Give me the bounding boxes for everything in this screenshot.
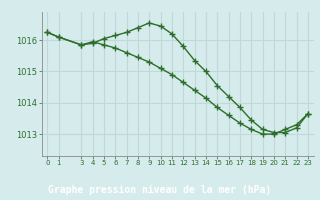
Text: Graphe pression niveau de la mer (hPa): Graphe pression niveau de la mer (hPa) [48, 185, 272, 195]
